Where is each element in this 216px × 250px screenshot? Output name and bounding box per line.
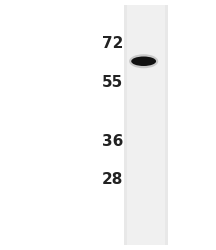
Text: 55: 55 <box>102 75 123 90</box>
Text: 72: 72 <box>102 36 123 51</box>
Text: 36: 36 <box>102 134 123 149</box>
Bar <box>127 5 165 245</box>
Bar <box>124 5 168 245</box>
Ellipse shape <box>131 56 156 66</box>
Text: 28: 28 <box>102 172 123 188</box>
Ellipse shape <box>129 54 158 68</box>
